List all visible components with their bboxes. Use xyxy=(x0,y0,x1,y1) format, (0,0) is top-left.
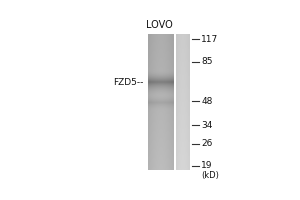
Text: FZD5--: FZD5-- xyxy=(113,78,143,87)
Text: 117: 117 xyxy=(201,35,219,44)
Text: 34: 34 xyxy=(201,121,213,130)
Text: 85: 85 xyxy=(201,57,213,66)
Text: 19: 19 xyxy=(201,161,213,170)
Text: 26: 26 xyxy=(201,139,213,148)
Text: LOVO: LOVO xyxy=(146,20,173,30)
Text: (kD): (kD) xyxy=(201,171,219,180)
Text: 48: 48 xyxy=(201,97,213,106)
